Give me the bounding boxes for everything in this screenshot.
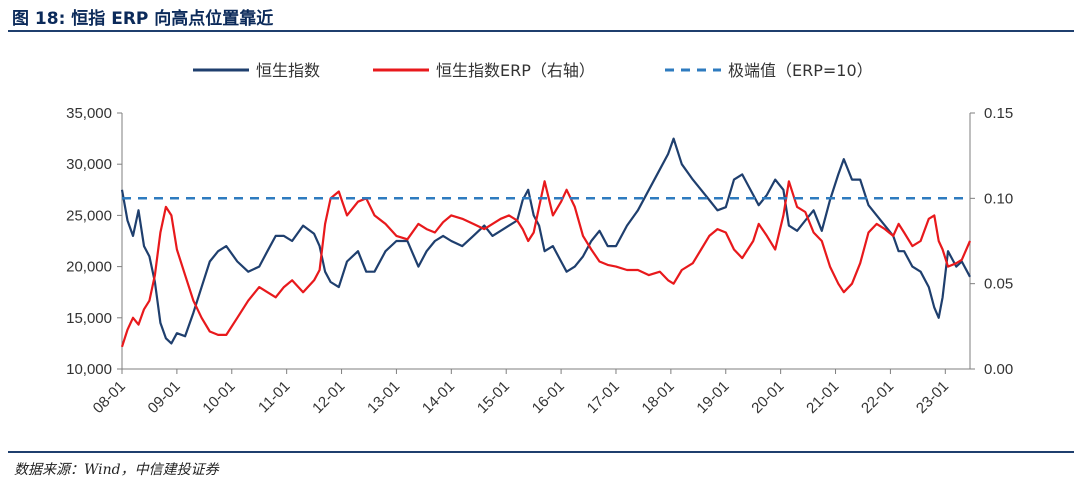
legend-erp-label: 恒生指数ERP（右轴）: [436, 61, 595, 80]
chart-legend: 恒生指数 恒生指数ERP（右轴） 极端值（ERP=10）: [193, 61, 873, 80]
legend-hsi-label: 恒生指数: [256, 61, 320, 80]
left-tick-label: 15,000: [66, 310, 112, 327]
x-tick-label: 22-01: [858, 378, 897, 417]
legend-extreme-label: 极端值（ERP=10）: [728, 61, 873, 80]
footer-rule: [8, 451, 1074, 453]
left-tick-label: 30,000: [66, 156, 112, 173]
left-tick-label: 20,000: [66, 259, 112, 276]
x-tick-label: 15-01: [474, 378, 513, 417]
series-line-hsi: [120, 137, 971, 345]
chart-series: [120, 137, 972, 348]
figure-header: 图 18: 恒指 ERP 向高点位置靠近: [8, 0, 1074, 30]
right-tick-label: 0.05: [984, 276, 1013, 293]
series-line-erp: [120, 180, 972, 348]
x-tick-label: 08-01: [90, 378, 129, 417]
x-tick-label: 16-01: [529, 378, 568, 417]
figure-title: 图 18: 恒指 ERP 向高点位置靠近: [12, 9, 274, 29]
x-tick-label: 21-01: [803, 378, 842, 417]
left-tick-label: 35,000: [66, 105, 112, 122]
x-tick-label: 20-01: [748, 378, 787, 417]
header-rule: [8, 30, 1074, 32]
right-tick-label: 0.10: [984, 190, 1013, 207]
x-tick-label: 23-01: [913, 378, 952, 417]
x-tick-label: 18-01: [639, 378, 678, 417]
x-tick-label: 10-01: [199, 378, 238, 417]
x-tick-label: 19-01: [693, 378, 732, 417]
right-tick-label: 0.00: [984, 361, 1013, 378]
x-tick-label: 17-01: [584, 378, 623, 417]
left-tick-label: 25,000: [66, 207, 112, 224]
x-tick-label: 13-01: [364, 378, 403, 417]
x-tick-label: 12-01: [309, 378, 348, 417]
chart-axes: 10,000 15,000 20,000 25,000 30,000 35,000 0.00…: [66, 105, 1013, 417]
left-tick-label: 10,000: [66, 361, 112, 378]
right-tick-label: 0.15: [984, 105, 1013, 122]
x-tick-label: 09-01: [145, 378, 184, 417]
x-tick-label: 14-01: [419, 378, 458, 417]
chart-area: 恒生指数 恒生指数ERP（右轴） 极端值（ERP=10） 10,000 15,000 2…: [66, 61, 1013, 417]
source-note: 数据来源：Wind，中信建投证券: [14, 462, 219, 478]
x-tick-label: 11-01: [255, 378, 293, 416]
